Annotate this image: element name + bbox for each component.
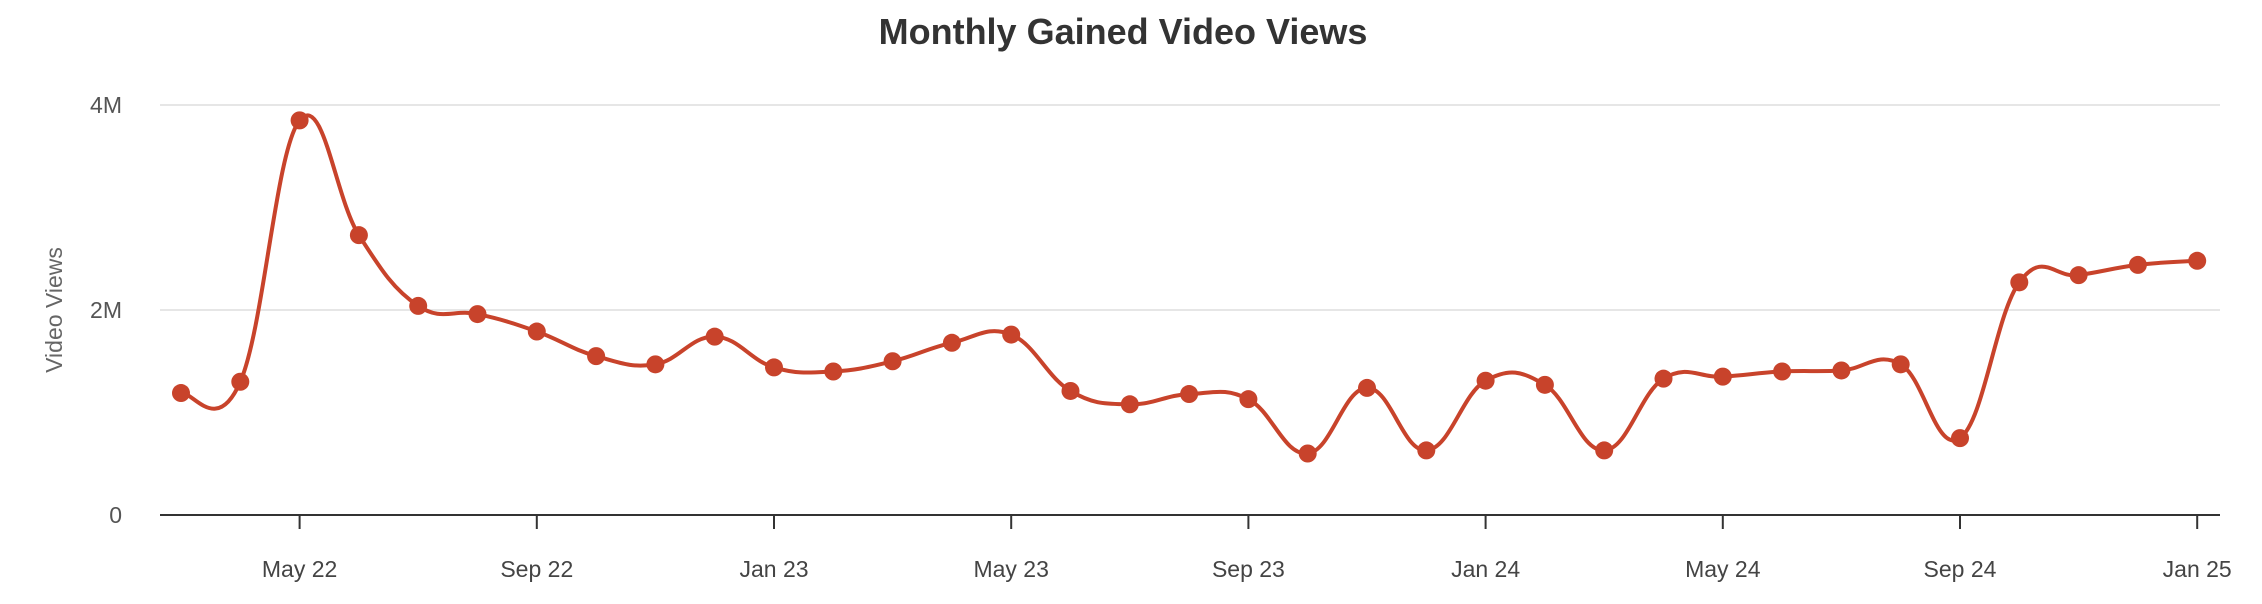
data-point[interactable] [231,372,250,391]
x-tick-label: Jan 24 [1451,556,1520,582]
x-tick-label: Jan 25 [2163,556,2232,582]
x-tick-label: Sep 24 [1924,556,1997,582]
x-axis: May 22 Sep 22 Jan 23 May 23 Sep 23 Jan 24 May … [160,514,2232,582]
data-point[interactable] [527,322,546,341]
data-point[interactable] [409,296,428,315]
data-points [172,111,2207,463]
data-point[interactable] [1358,378,1376,397]
data-point[interactable] [1061,381,1080,400]
data-point[interactable] [765,358,783,377]
data-point[interactable] [1595,441,1614,460]
data-point[interactable] [824,362,843,381]
data-point[interactable] [1476,371,1495,390]
x-tick-label: May 22 [262,556,337,582]
data-point[interactable] [1002,325,1021,344]
data-point[interactable] [468,305,487,324]
data-point[interactable] [1120,395,1139,414]
data-point[interactable] [1713,367,1732,386]
data-point[interactable] [1239,390,1258,409]
data-point[interactable] [349,226,368,245]
x-tick-label: Sep 22 [500,556,573,582]
data-point[interactable] [2010,273,2029,292]
y-tick-label: 0 [109,502,122,528]
data-point[interactable] [883,352,902,371]
data-point[interactable] [1832,361,1851,380]
data-point[interactable] [646,355,665,374]
data-point[interactable] [942,333,961,352]
y-tick-label: 4M [90,92,122,118]
data-point[interactable] [1417,441,1436,460]
data-point[interactable] [1535,375,1554,394]
y-axis: 0 2M 4M [90,92,122,528]
data-point[interactable] [2128,255,2147,274]
data-point[interactable] [1180,385,1199,404]
data-point[interactable] [2188,251,2207,270]
data-point[interactable] [2069,266,2088,285]
data-point[interactable] [1951,429,1969,448]
x-tick-label: May 24 [1685,556,1761,582]
x-tick-label: Jan 23 [739,556,808,582]
y-axis-label: Video Views [41,247,67,373]
data-point[interactable] [1891,355,1910,374]
chart-title: Monthly Gained Video Views [879,11,1368,52]
data-point[interactable] [587,347,606,366]
y-tick-label: 2M [90,297,122,323]
gridlines [160,104,2220,311]
data-point[interactable] [1773,362,1792,381]
data-point[interactable] [1298,444,1317,463]
data-point[interactable] [1654,369,1673,388]
x-tick-label: May 23 [973,556,1048,582]
x-tick-label: Sep 23 [1212,556,1285,582]
data-point[interactable] [172,384,190,403]
data-point[interactable] [705,327,724,346]
data-point[interactable] [290,111,309,130]
